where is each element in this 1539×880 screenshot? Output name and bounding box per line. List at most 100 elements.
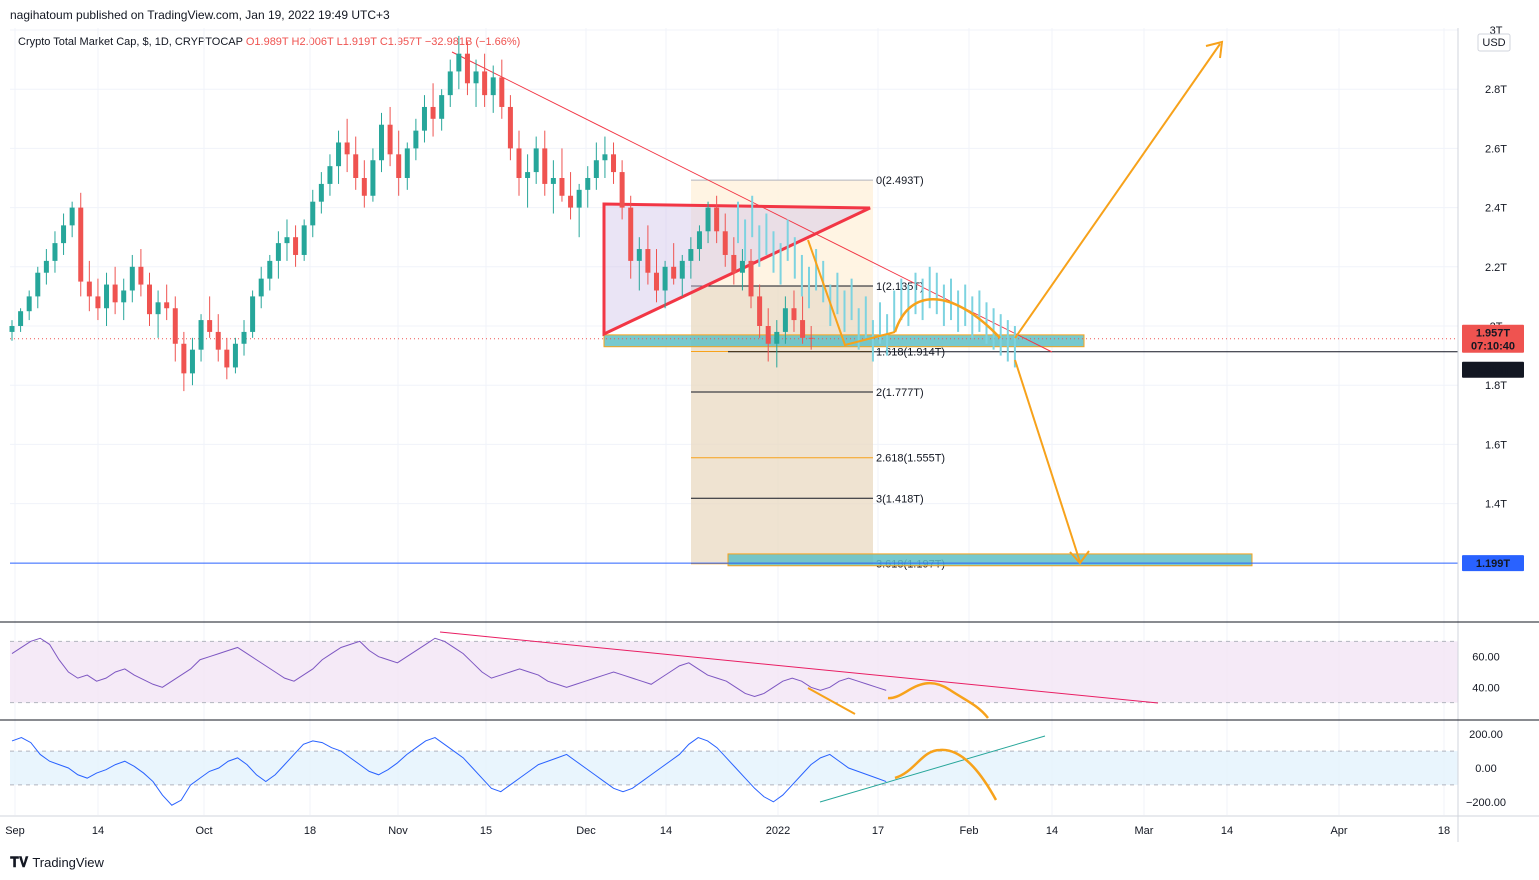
candle-body[interactable] (310, 201, 316, 226)
candle-body[interactable] (379, 124, 385, 161)
candle-body[interactable] (791, 308, 797, 321)
bullish-arrow[interactable] (1014, 43, 1221, 339)
candle-body[interactable] (439, 95, 445, 119)
candle-body[interactable] (722, 231, 728, 255)
candle-body[interactable] (35, 272, 41, 297)
candle-body[interactable] (52, 243, 58, 261)
candle-body[interactable] (370, 160, 376, 196)
cci-projection[interactable] (894, 748, 998, 801)
candle-body[interactable] (593, 160, 599, 178)
candle-body[interactable] (336, 142, 342, 167)
candle-body[interactable] (121, 290, 127, 303)
candle-body[interactable] (490, 77, 496, 96)
level-badge-1913[interactable] (1462, 361, 1524, 378)
candle-body[interactable] (224, 349, 230, 368)
target-zone[interactable] (727, 553, 1253, 567)
candle-body[interactable] (284, 237, 290, 244)
candle-body[interactable] (611, 154, 617, 173)
candle-body[interactable] (9, 326, 15, 332)
candle-body[interactable] (696, 231, 702, 250)
candle-body[interactable] (104, 284, 110, 309)
candle-body[interactable] (808, 337, 814, 339)
candle-body[interactable] (301, 225, 307, 255)
candle-body[interactable] (482, 71, 488, 96)
candle-body[interactable] (172, 308, 178, 344)
candle-body[interactable] (748, 260, 754, 297)
candle-body[interactable] (800, 320, 806, 338)
candle-body[interactable] (430, 106, 436, 119)
candle-body[interactable] (275, 243, 281, 261)
candle-body[interactable] (78, 207, 84, 282)
candle-body[interactable] (293, 237, 299, 255)
candle-body[interactable] (653, 272, 659, 291)
candle-body[interactable] (645, 249, 651, 273)
candle-body[interactable] (112, 284, 118, 303)
candle-body[interactable] (215, 331, 221, 350)
candle-body[interactable] (568, 195, 574, 208)
candle-body[interactable] (662, 266, 668, 291)
tradingview-logo[interactable]: 𝐓𝐕 TradingView (10, 854, 104, 871)
candle-body[interactable] (189, 349, 195, 374)
candle-body[interactable] (782, 308, 788, 332)
bearish-arrow[interactable] (1014, 359, 1081, 563)
candle-body[interactable] (361, 178, 367, 196)
candle-body[interactable] (774, 331, 780, 344)
level-badge-1199[interactable] (1462, 555, 1524, 572)
candle-body[interactable] (602, 154, 608, 161)
candle-body[interactable] (688, 249, 694, 261)
candle-body[interactable] (731, 254, 737, 273)
candle-body[interactable] (628, 207, 634, 261)
candle-body[interactable] (232, 343, 238, 368)
candle-body[interactable] (671, 266, 677, 279)
candle-body[interactable] (757, 296, 763, 326)
candle-body[interactable] (619, 172, 625, 208)
candle-body[interactable] (241, 331, 247, 344)
candle-body[interactable] (765, 326, 771, 344)
candle-body[interactable] (525, 172, 531, 178)
candle-body[interactable] (679, 260, 685, 279)
candle-body[interactable] (267, 260, 273, 279)
candle-body[interactable] (473, 71, 479, 84)
candle-body[interactable] (86, 281, 92, 297)
candle-body[interactable] (181, 343, 187, 374)
candle-body[interactable] (155, 302, 161, 315)
candle-body[interactable] (499, 77, 505, 107)
candle-body[interactable] (344, 142, 350, 155)
arc-projection[interactable] (893, 298, 1001, 339)
candle-body[interactable] (404, 148, 410, 178)
rsi-arrow[interactable] (807, 687, 856, 715)
candle-body[interactable] (396, 154, 402, 178)
candle-body[interactable] (207, 320, 213, 332)
candle-body[interactable] (18, 311, 24, 326)
path-arrow[interactable] (807, 239, 896, 347)
candle-body[interactable] (258, 278, 264, 297)
candle-body[interactable] (542, 148, 548, 184)
candle-body[interactable] (456, 53, 462, 72)
candle-body[interactable] (61, 225, 67, 244)
candle-body[interactable] (636, 249, 642, 261)
cci-line[interactable] (11, 736, 887, 806)
candle-body[interactable] (146, 284, 152, 315)
candle-body[interactable] (26, 296, 32, 312)
candle-body[interactable] (138, 266, 144, 285)
candle-body[interactable] (705, 207, 711, 232)
last-price-badge[interactable] (1462, 324, 1524, 353)
candle-body[interactable] (43, 260, 49, 273)
rsi-line[interactable] (11, 637, 887, 698)
candle-body[interactable] (164, 302, 170, 309)
candle-body[interactable] (464, 53, 470, 84)
rsi-projection[interactable] (887, 682, 989, 719)
candle-body[interactable] (69, 207, 75, 226)
currency-chip[interactable] (1477, 33, 1511, 52)
candle-body[interactable] (533, 148, 539, 173)
candle-body[interactable] (714, 207, 720, 232)
candle-body[interactable] (198, 320, 204, 350)
candle-body[interactable] (585, 178, 591, 190)
candle-body[interactable] (413, 130, 419, 149)
candle-body[interactable] (550, 178, 556, 184)
candle-body[interactable] (387, 124, 393, 155)
candle-body[interactable] (250, 296, 256, 332)
candle-body[interactable] (516, 148, 522, 178)
candle-body[interactable] (95, 296, 101, 309)
